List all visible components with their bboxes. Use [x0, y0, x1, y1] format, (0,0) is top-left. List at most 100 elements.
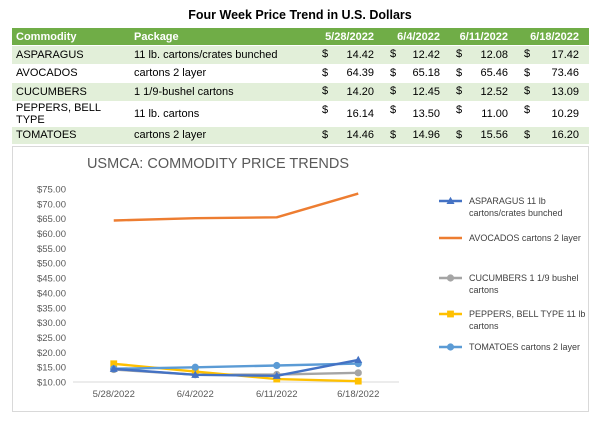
series-asparagus	[109, 355, 363, 379]
price-cell: $73.46	[518, 63, 589, 83]
data-point	[272, 371, 281, 379]
legend-label: TOMATOES cartons 2 layer	[469, 342, 580, 352]
price-value: 16.14	[346, 107, 374, 120]
package-cell: cartons 2 layer	[130, 63, 316, 83]
table-row: CUCUMBERS 1 1/9-bushel cartons $14.20 $12.4…	[12, 82, 589, 101]
price-cell: $12.08	[450, 45, 518, 64]
legend-marker	[446, 343, 455, 351]
data-point	[273, 361, 281, 370]
price-cell: $65.18	[384, 63, 450, 83]
chart-container: USMCA: COMMODITY PRICE TRENDS $10.00 $15.…	[12, 146, 589, 412]
column-header-date: 6/18/2022	[518, 28, 589, 46]
series-avocados	[113, 192, 359, 222]
price-value: 12.08	[480, 48, 508, 61]
currency-symbol: $	[322, 48, 329, 60]
package-cell: 11 lb. cartons/crates bunched	[130, 45, 316, 64]
price-table: Commodity Package 5/28/2022 6/4/2022 6/1…	[12, 28, 589, 144]
price-cell: $13.09	[518, 82, 589, 101]
commodity-cell: PEPPERS, BELL TYPE	[12, 100, 130, 126]
currency-symbol: $	[524, 48, 531, 60]
commodity-cell: CUCUMBERS	[12, 82, 130, 101]
legend-item: CUCUMBERS 1 1/9 bushel cartons	[439, 273, 579, 295]
data-point	[191, 363, 199, 371]
y-tick-label: $60.00	[37, 229, 66, 240]
package-cell: 1 1/9-bushel cartons	[130, 82, 316, 101]
legend-label: PEPPERS, BELL TYPE 11 lb	[469, 309, 585, 319]
series-line	[113, 358, 359, 378]
y-tick-label: $10.00	[37, 378, 66, 389]
data-point	[109, 364, 118, 372]
page-title: Four Week Price Trend in U.S. Dollars	[188, 8, 412, 22]
price-value: 14.96	[412, 129, 440, 142]
package-cell: 11 lb. cartons	[130, 100, 316, 126]
legend-label: AVOCADOS cartons 2 layer	[469, 233, 581, 243]
x-tick-label: 6/11/2022	[256, 389, 298, 400]
y-tick-label: $70.00	[37, 199, 66, 210]
table-body: ASPARAGUS 11 lb. cartons/crates bunched $1…	[12, 45, 589, 144]
currency-symbol: $	[456, 128, 463, 141]
commodity-cell: AVOCADOS	[12, 63, 130, 83]
price-value: 15.56	[480, 129, 508, 142]
legend-label: ASPARAGUS 11 lb	[469, 196, 546, 206]
currency-symbol: $	[390, 48, 397, 60]
y-tick-label: $50.00	[37, 259, 66, 270]
price-cell: $14.46	[316, 125, 384, 144]
price-cell: $14.42	[316, 45, 384, 64]
price-value: 12.45	[412, 85, 440, 98]
series-line	[113, 362, 359, 370]
data-point	[354, 369, 362, 377]
column-header-date: 5/28/2022	[316, 28, 384, 46]
table-row: TOMATOES cartons 2 layer $14.46 $14.96 $15.5…	[12, 125, 589, 144]
series-line	[113, 192, 359, 222]
price-value: 73.46	[551, 67, 579, 80]
table-row: PEPPERS, BELL TYPE 11 lb. cartons $16.14 $1…	[12, 100, 589, 126]
data-point	[273, 375, 281, 383]
table-row: AVOCADOS cartons 2 layer $64.39 $65.18 $65.4…	[12, 63, 589, 83]
currency-symbol: $	[390, 85, 397, 97]
price-value: 10.29	[551, 107, 579, 120]
price-value: 17.42	[551, 48, 579, 61]
commodity-cell: TOMATOES	[12, 125, 130, 144]
legend-label: CUCUMBERS 1 1/9 bushel	[469, 273, 579, 283]
price-value: 14.46	[346, 129, 374, 142]
currency-symbol: $	[390, 103, 397, 116]
currency-symbol: $	[524, 103, 531, 116]
legend-marker	[446, 274, 455, 282]
price-value: 13.50	[412, 107, 440, 120]
price-cell: $16.14	[316, 100, 384, 126]
currency-symbol: $	[390, 128, 397, 141]
currency-symbol: $	[456, 85, 463, 97]
price-value: 11.00	[481, 107, 508, 120]
legend-marker	[447, 310, 454, 318]
y-tick-label: $45.00	[37, 274, 66, 285]
y-tick-label: $75.00	[37, 185, 66, 196]
y-tick-label: $65.00	[37, 214, 66, 225]
x-tick-label: 5/28/2022	[93, 389, 135, 400]
y-tick-label: $35.00	[37, 303, 66, 314]
legend-marker	[446, 196, 455, 204]
price-cell: $14.20	[316, 82, 384, 101]
data-point	[354, 355, 363, 363]
column-header-commodity: Commodity	[12, 28, 130, 46]
price-value: 12.42	[412, 48, 440, 61]
y-tick-label: $25.00	[37, 333, 66, 344]
price-cell: $13.50	[384, 100, 450, 126]
currency-symbol: $	[456, 103, 463, 116]
commodity-cell: ASPARAGUS	[12, 45, 130, 64]
chart-title: USMCA: COMMODITY PRICE TRENDS	[87, 156, 349, 172]
currency-symbol: $	[322, 103, 329, 116]
column-header-package: Package	[130, 28, 316, 46]
column-header-date: 6/11/2022	[450, 28, 518, 46]
price-cell: $12.42	[384, 45, 450, 64]
legend-item: ASPARAGUS 11 lb cartons/crates bunched	[439, 196, 563, 218]
price-value: 65.46	[480, 67, 508, 80]
price-cell: $64.39	[316, 63, 384, 83]
y-tick-label: $55.00	[37, 244, 66, 255]
column-header-date: 6/4/2022	[384, 28, 450, 46]
price-value: 13.09	[551, 85, 579, 98]
price-value: 16.20	[551, 129, 579, 142]
price-cell: $14.96	[384, 125, 450, 144]
table-row: ASPARAGUS 11 lb. cartons/crates bunched $1…	[12, 45, 589, 64]
currency-symbol: $	[322, 85, 329, 97]
y-tick-label: $15.00	[37, 363, 66, 374]
